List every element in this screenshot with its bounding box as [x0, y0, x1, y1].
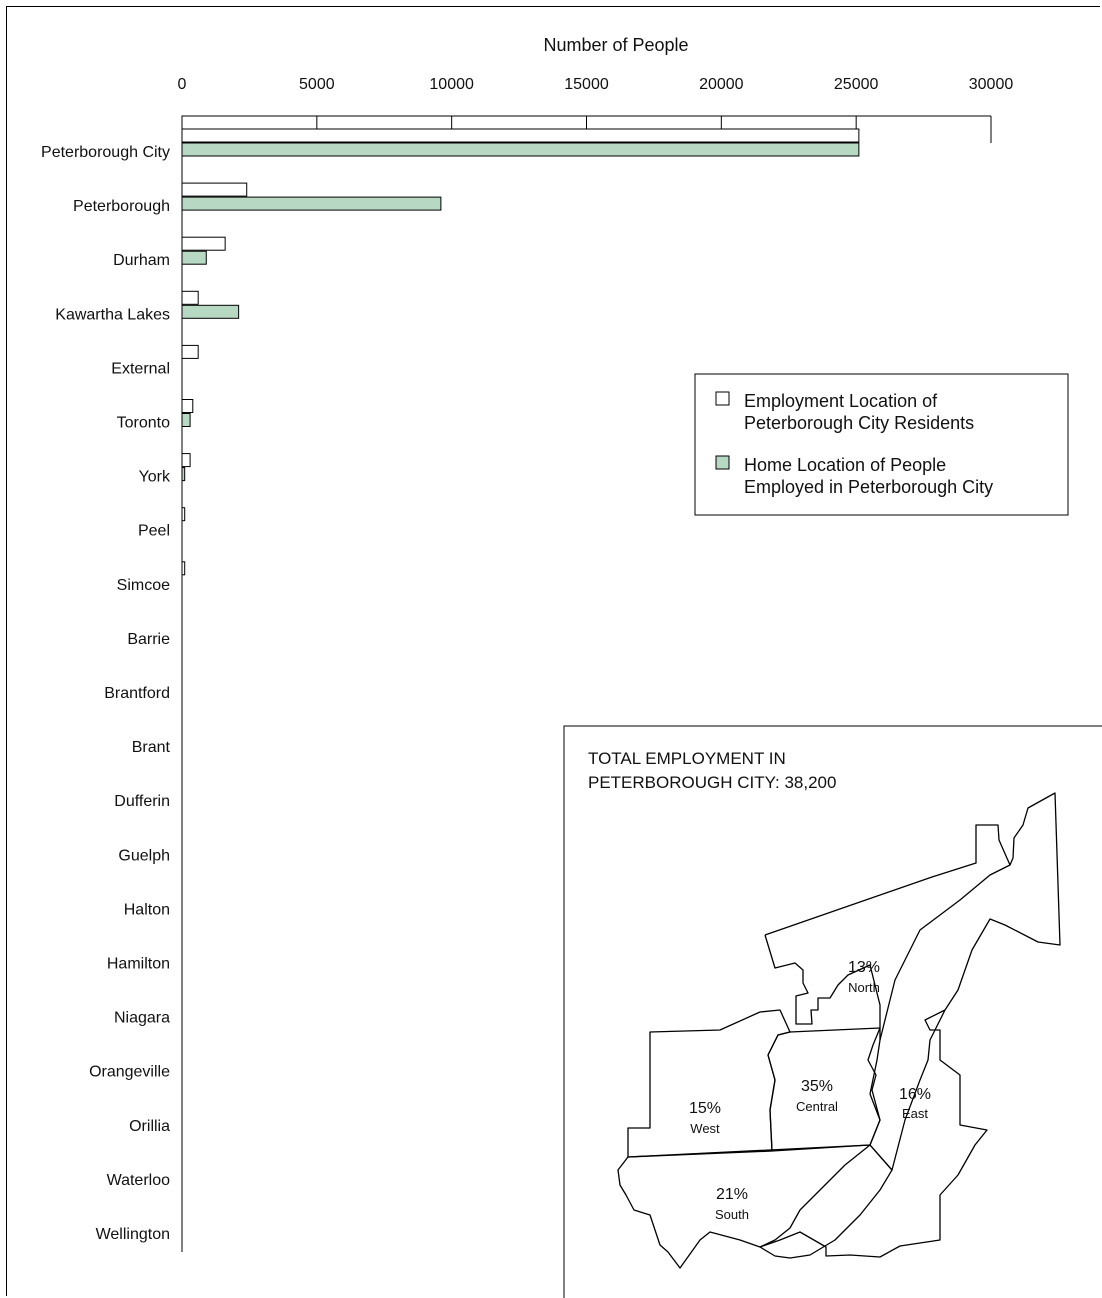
category-labels: Peterborough City Peterborough Durham Kawar… — [41, 144, 171, 1243]
bar-employment-location — [182, 400, 193, 413]
legend-swatch-home — [716, 456, 729, 469]
bar-home-location — [182, 305, 239, 318]
category-label: Hamilton — [107, 956, 170, 973]
city-zones-outline — [618, 793, 1060, 1268]
x-tick-label: 30000 — [969, 76, 1014, 93]
category-label: Orillia — [129, 1118, 170, 1135]
legend-label-employment-line2: Peterborough City Residents — [744, 413, 974, 433]
zone-central-pct: 35% — [801, 1078, 833, 1095]
legend-label-home-line2: Employed in Peterborough City — [744, 477, 993, 497]
bar-employment-location — [182, 454, 190, 467]
bar-employment-location — [182, 508, 185, 521]
legend-label-home-line1: Home Location of People — [744, 455, 946, 475]
category-label: Guelph — [118, 847, 170, 864]
x-tick-label: 10000 — [429, 76, 474, 93]
zone-central-name: Central — [796, 1099, 838, 1114]
category-label: Durham — [113, 252, 170, 269]
bar-home-location — [182, 143, 859, 156]
category-label: Orangeville — [89, 1064, 170, 1081]
legend-label-employment-line1: Employment Location of — [744, 391, 938, 411]
legend: Employment Location of Peterborough City… — [695, 374, 1068, 515]
bar-employment-location — [182, 237, 225, 250]
category-label: Brantford — [104, 685, 170, 702]
category-label: Peterborough City — [41, 144, 170, 161]
bar-employment-location — [182, 562, 185, 575]
inset-box — [564, 726, 1102, 1298]
x-tick-label: 5000 — [299, 76, 335, 93]
bar-home-location — [182, 197, 441, 210]
category-label: Niagara — [114, 1010, 170, 1027]
zone-south-name: South — [715, 1207, 749, 1222]
bar-home-location — [182, 414, 190, 427]
bar-employment-location — [182, 129, 859, 142]
zone-north-name: North — [848, 980, 880, 995]
zone-east-name: East — [902, 1106, 928, 1121]
x-tick-label: 20000 — [699, 76, 744, 93]
category-label: Peel — [138, 523, 170, 540]
bar-employment-location — [182, 291, 198, 304]
inset-title-line1: TOTAL EMPLOYMENT IN — [588, 749, 786, 768]
zone-south-pct: 21% — [716, 1186, 748, 1203]
legend-swatch-employment — [716, 392, 729, 405]
inset-title-line2: PETERBOROUGH CITY: 38,200 — [588, 773, 836, 792]
zone-east-pct: 16% — [899, 1086, 931, 1103]
x-tick-label: 15000 — [564, 76, 609, 93]
category-label: Waterloo — [107, 1172, 171, 1189]
zone-north-pct: 13% — [848, 959, 880, 976]
category-label: Simcoe — [117, 577, 170, 594]
zone-west-name: West — [690, 1121, 720, 1136]
category-label: Peterborough — [73, 198, 170, 215]
x-axis: 0 5000 10000 15000 20000 25000 30000 — [178, 76, 1014, 1252]
category-label: Kawartha Lakes — [55, 306, 170, 323]
bar-home-location — [182, 468, 185, 481]
x-axis-scale-box — [182, 116, 856, 129]
category-label: York — [139, 469, 171, 486]
zone-west-pct: 15% — [689, 1100, 721, 1117]
category-label: Dufferin — [114, 793, 170, 810]
bar-employment-location — [182, 183, 247, 196]
x-axis-title: Number of People — [543, 35, 688, 55]
category-label: Wellington — [96, 1226, 170, 1243]
category-label: Halton — [124, 901, 170, 918]
category-label: Barrie — [127, 631, 170, 648]
category-label: External — [111, 360, 170, 377]
bar-employment-location — [182, 345, 198, 358]
category-label: Brant — [132, 739, 171, 756]
x-tick-label: 25000 — [834, 76, 879, 93]
x-tick-label: 0 — [178, 76, 187, 93]
bar-home-location — [182, 251, 206, 264]
inset-map: TOTAL EMPLOYMENT IN PETERBOROUGH CITY: 3… — [564, 726, 1102, 1298]
zone-labels: 13% North 35% Central 16% East 15% West … — [689, 959, 931, 1222]
category-label: Toronto — [117, 415, 170, 432]
